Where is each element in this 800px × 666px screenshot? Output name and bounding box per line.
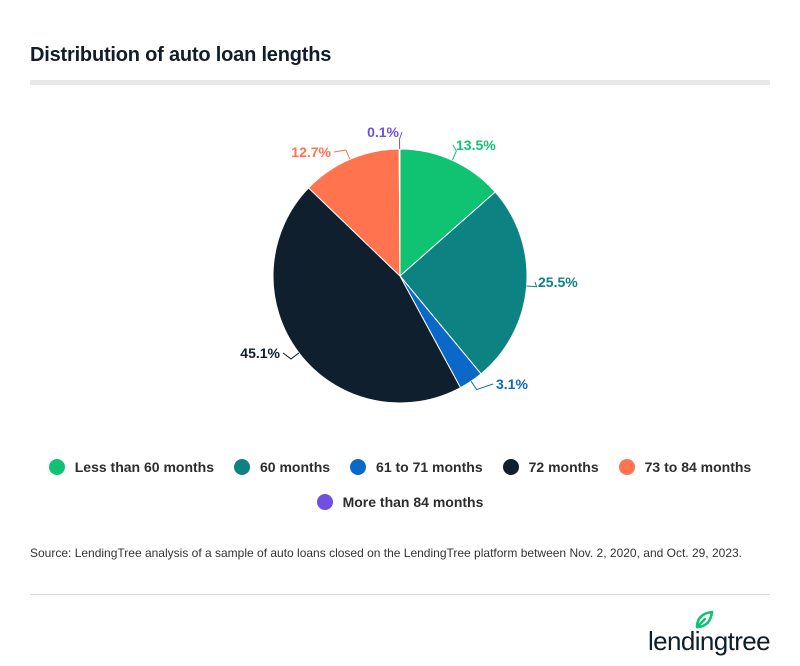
- legend-swatch: [618, 459, 635, 475]
- leaf-icon: [695, 610, 714, 629]
- leader-line-73-to-84: [333, 149, 351, 160]
- data-label-less-than-60: 13.5%: [456, 137, 496, 153]
- legend-row-1: Less than 60 months 60 months 61 to 71 m…: [30, 459, 770, 475]
- legend-item-less-than-60: Less than 60 months: [48, 459, 215, 475]
- data-label-60: 25.5%: [538, 274, 578, 290]
- leader-line-60: [526, 281, 538, 288]
- data-label-72: 45.1%: [240, 345, 280, 361]
- legend-swatch: [350, 459, 367, 475]
- pie-slice-72: [272, 187, 462, 404]
- legend-item-60: 60 months: [234, 459, 330, 475]
- legend-label: Less than 60 months: [74, 459, 215, 475]
- legend-item-72: 72 months: [502, 459, 599, 475]
- leader-line-72: [282, 352, 300, 360]
- leader-line-61-to-71: [470, 380, 494, 391]
- chart-title: Distribution of auto loan lengths: [30, 44, 332, 66]
- pie-slice-more-than-84: [398, 148, 401, 277]
- data-label-more-than-84: 0.1%: [367, 124, 399, 140]
- legend-label: 60 months: [260, 459, 331, 475]
- pie-chart: 13.5% 25.5% 3.1% 45.1% 12.7% 0.1%: [240, 124, 578, 404]
- legend-row-2: More than 84 months: [30, 494, 770, 510]
- legend-label: 72 months: [528, 459, 599, 475]
- legend-label: 73 to 84 months: [644, 459, 752, 475]
- data-label-73-to-84: 12.7%: [291, 144, 331, 160]
- legend-swatch: [234, 459, 251, 475]
- footer-divider: [30, 594, 770, 595]
- pie-slice-73-to-84: [307, 148, 401, 278]
- legend-swatch: [502, 459, 519, 475]
- source-note: Source: LendingTree analysis of a sample…: [30, 546, 743, 560]
- leader-line-less-than-60: [451, 144, 457, 161]
- data-label-61-to-71: 3.1%: [496, 376, 528, 392]
- legend-label: More than 84 months: [342, 494, 484, 510]
- lendingtree-logo: lendingtree: [647, 610, 771, 657]
- leader-line-more-than-84: [399, 131, 403, 150]
- logo-wordmark: lendingtree: [647, 626, 771, 656]
- legend-label: 61 to 71 months: [376, 459, 483, 475]
- title-divider: [30, 80, 770, 85]
- legend-swatch: [316, 494, 333, 510]
- legend-item-73-to-84: 73 to 84 months: [618, 459, 752, 475]
- legend-item-more-than-84: More than 84 months: [316, 494, 484, 510]
- legend-swatch: [48, 459, 65, 475]
- legend-item-61-to-71: 61 to 71 months: [350, 459, 483, 475]
